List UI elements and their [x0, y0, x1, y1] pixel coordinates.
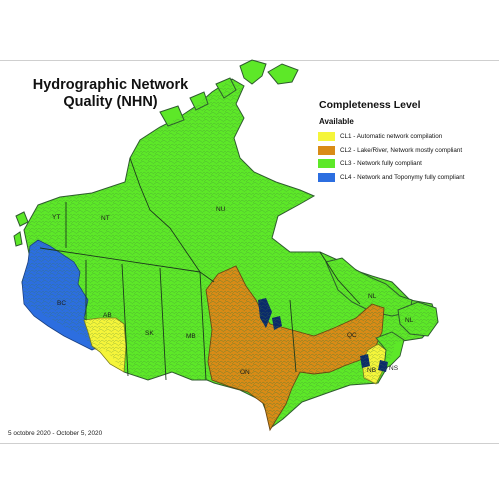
- province-label: SK: [145, 330, 154, 337]
- watershed-texture: [206, 266, 384, 430]
- province-label: NL: [368, 293, 377, 300]
- legend-swatch: [318, 132, 335, 141]
- legend-swatch: [318, 172, 335, 182]
- coast-island: [15, 211, 29, 227]
- legend-item-cl4: CL4 - Network and Toponymy fully complia…: [318, 171, 498, 184]
- legend-label: CL3 - Network fully compliant: [340, 160, 422, 167]
- province-label: MB: [186, 333, 196, 340]
- legend-item-cl1: CL1 - Automatic network compilation: [318, 130, 498, 143]
- map-frame: [0, 60, 499, 444]
- coast-island: [13, 231, 23, 247]
- legend-label: CL1 - Automatic network compilation: [340, 133, 443, 140]
- province-label: NB: [367, 367, 376, 374]
- legend-item-cl2: CL2 - Lake/River, Network mostly complia…: [318, 144, 498, 157]
- province-label: NL: [405, 317, 414, 324]
- legend-swatch: [318, 159, 335, 168]
- legend-item-cl3: CL3 - Network fully compliant: [318, 157, 498, 170]
- province-label: BC: [57, 300, 66, 307]
- province-label: NT: [101, 215, 110, 222]
- arctic-island: [239, 59, 267, 85]
- legend: Completeness Level Available CL1 - Autom…: [318, 99, 498, 184]
- province-borders: [39, 157, 361, 381]
- province-label: YT: [52, 214, 60, 221]
- legend-label: CL2 - Lake/River, Network mostly complia…: [340, 146, 463, 154]
- province-label: ON: [240, 369, 250, 376]
- legend-subtitle: Available: [319, 117, 354, 126]
- legend-swatch: [318, 145, 335, 155]
- legend-title: Completeness Level: [319, 99, 421, 111]
- province-label: QC: [347, 332, 357, 339]
- map-title: Hydrographic Network Quality (NHN): [32, 77, 189, 110]
- arctic-island: [267, 63, 299, 85]
- date-footnote: 5 octobre 2020 - October 5, 2020: [8, 430, 103, 437]
- province-label: NU: [216, 206, 226, 213]
- province-label: AB: [103, 312, 112, 319]
- legend-label: CL4 - Network and Toponymy fully complia…: [340, 173, 465, 181]
- province-label: NS: [389, 365, 399, 372]
